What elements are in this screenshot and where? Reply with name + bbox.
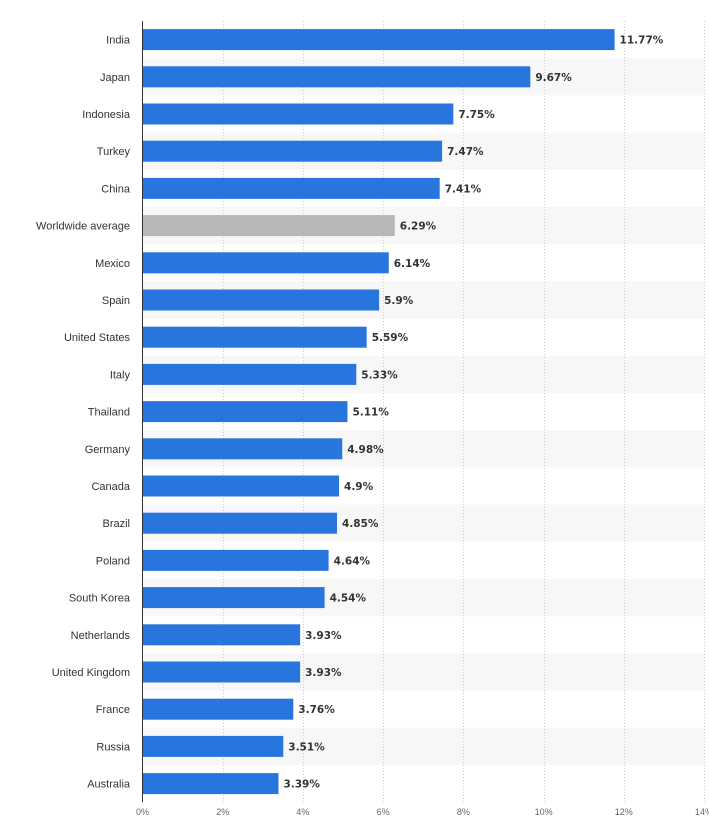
value-label: 11.77% <box>620 35 664 47</box>
x-tick-label: 2% <box>216 807 229 817</box>
value-label: 5.33% <box>361 369 398 381</box>
category-label: Worldwide average <box>36 221 130 233</box>
category-label: Italy <box>110 369 131 381</box>
value-label: 7.41% <box>445 183 482 195</box>
value-label: 6.29% <box>400 221 437 233</box>
bar[interactable] <box>142 512 338 534</box>
bar[interactable] <box>142 363 357 385</box>
x-tick-label: 6% <box>377 807 390 817</box>
bar[interactable] <box>142 215 395 237</box>
bar[interactable] <box>142 401 348 423</box>
value-labels: 11.77% 9.67% 7.75% 7.47% 7.41% 6.29% 6.14% 5.9%… <box>283 35 663 791</box>
x-tick-label: 14% <box>695 807 709 817</box>
category-label: Turkey <box>97 146 131 158</box>
bar[interactable] <box>142 475 340 497</box>
value-label: 3.39% <box>283 779 320 791</box>
value-label: 3.51% <box>288 741 325 753</box>
category-label: United States <box>64 332 131 344</box>
category-label: Poland <box>96 555 130 567</box>
bar[interactable] <box>142 140 443 162</box>
value-label: 3.76% <box>298 704 335 716</box>
bar[interactable] <box>142 624 301 646</box>
value-label: 5.9% <box>384 295 414 307</box>
bar[interactable] <box>142 103 454 125</box>
category-label: Mexico <box>95 258 130 270</box>
category-label: South Korea <box>69 593 131 605</box>
category-label: France <box>96 704 130 716</box>
value-label: 6.14% <box>394 258 431 270</box>
value-label: 4.54% <box>330 593 367 605</box>
bar[interactable] <box>142 549 329 571</box>
bar[interactable] <box>142 66 531 88</box>
category-label: Russia <box>96 741 131 753</box>
category-labels: India Japan Indonesia Turkey China Worldwide … <box>36 35 131 791</box>
category-label: Japan <box>100 72 130 84</box>
bar[interactable] <box>142 177 440 199</box>
value-label: 3.93% <box>305 667 342 679</box>
value-label: 4.98% <box>347 444 384 456</box>
category-label: Spain <box>102 295 130 307</box>
category-label: United Kingdom <box>52 667 130 679</box>
category-label: Indonesia <box>82 109 131 121</box>
category-label: Germany <box>85 444 131 456</box>
value-label: 4.9% <box>344 481 374 493</box>
value-label: 7.47% <box>447 146 484 158</box>
category-label: India <box>106 35 131 47</box>
value-label: 4.85% <box>342 518 379 530</box>
x-tick-label: 4% <box>296 807 309 817</box>
category-label: Australia <box>87 779 131 791</box>
bar[interactable] <box>142 587 325 609</box>
value-label: 5.11% <box>352 407 389 419</box>
x-axis-ticks: 0% 2% 4% 6% 8% 10% 12% 14% <box>136 807 709 817</box>
x-tick-label: 8% <box>457 807 470 817</box>
bar[interactable] <box>142 735 284 757</box>
value-label: 4.64% <box>334 555 371 567</box>
bar[interactable] <box>142 661 301 683</box>
bar[interactable] <box>142 29 615 51</box>
value-label: 3.93% <box>305 630 342 642</box>
category-label: Thailand <box>88 407 130 419</box>
bar[interactable] <box>142 289 380 311</box>
category-label: Canada <box>91 481 130 493</box>
bar[interactable] <box>142 773 279 795</box>
bar[interactable] <box>142 438 343 460</box>
x-tick-label: 12% <box>615 807 633 817</box>
bar[interactable] <box>142 252 389 274</box>
value-label: 5.59% <box>372 332 409 344</box>
x-tick-label: 10% <box>535 807 553 817</box>
x-tick-label: 0% <box>136 807 149 817</box>
category-label: Netherlands <box>71 630 131 642</box>
bars <box>142 29 615 795</box>
value-label: 9.67% <box>535 72 572 84</box>
bar[interactable] <box>142 698 294 720</box>
value-label: 7.75% <box>458 109 495 121</box>
category-label: Brazil <box>102 518 130 530</box>
category-label: China <box>101 183 131 195</box>
bar[interactable] <box>142 326 367 348</box>
